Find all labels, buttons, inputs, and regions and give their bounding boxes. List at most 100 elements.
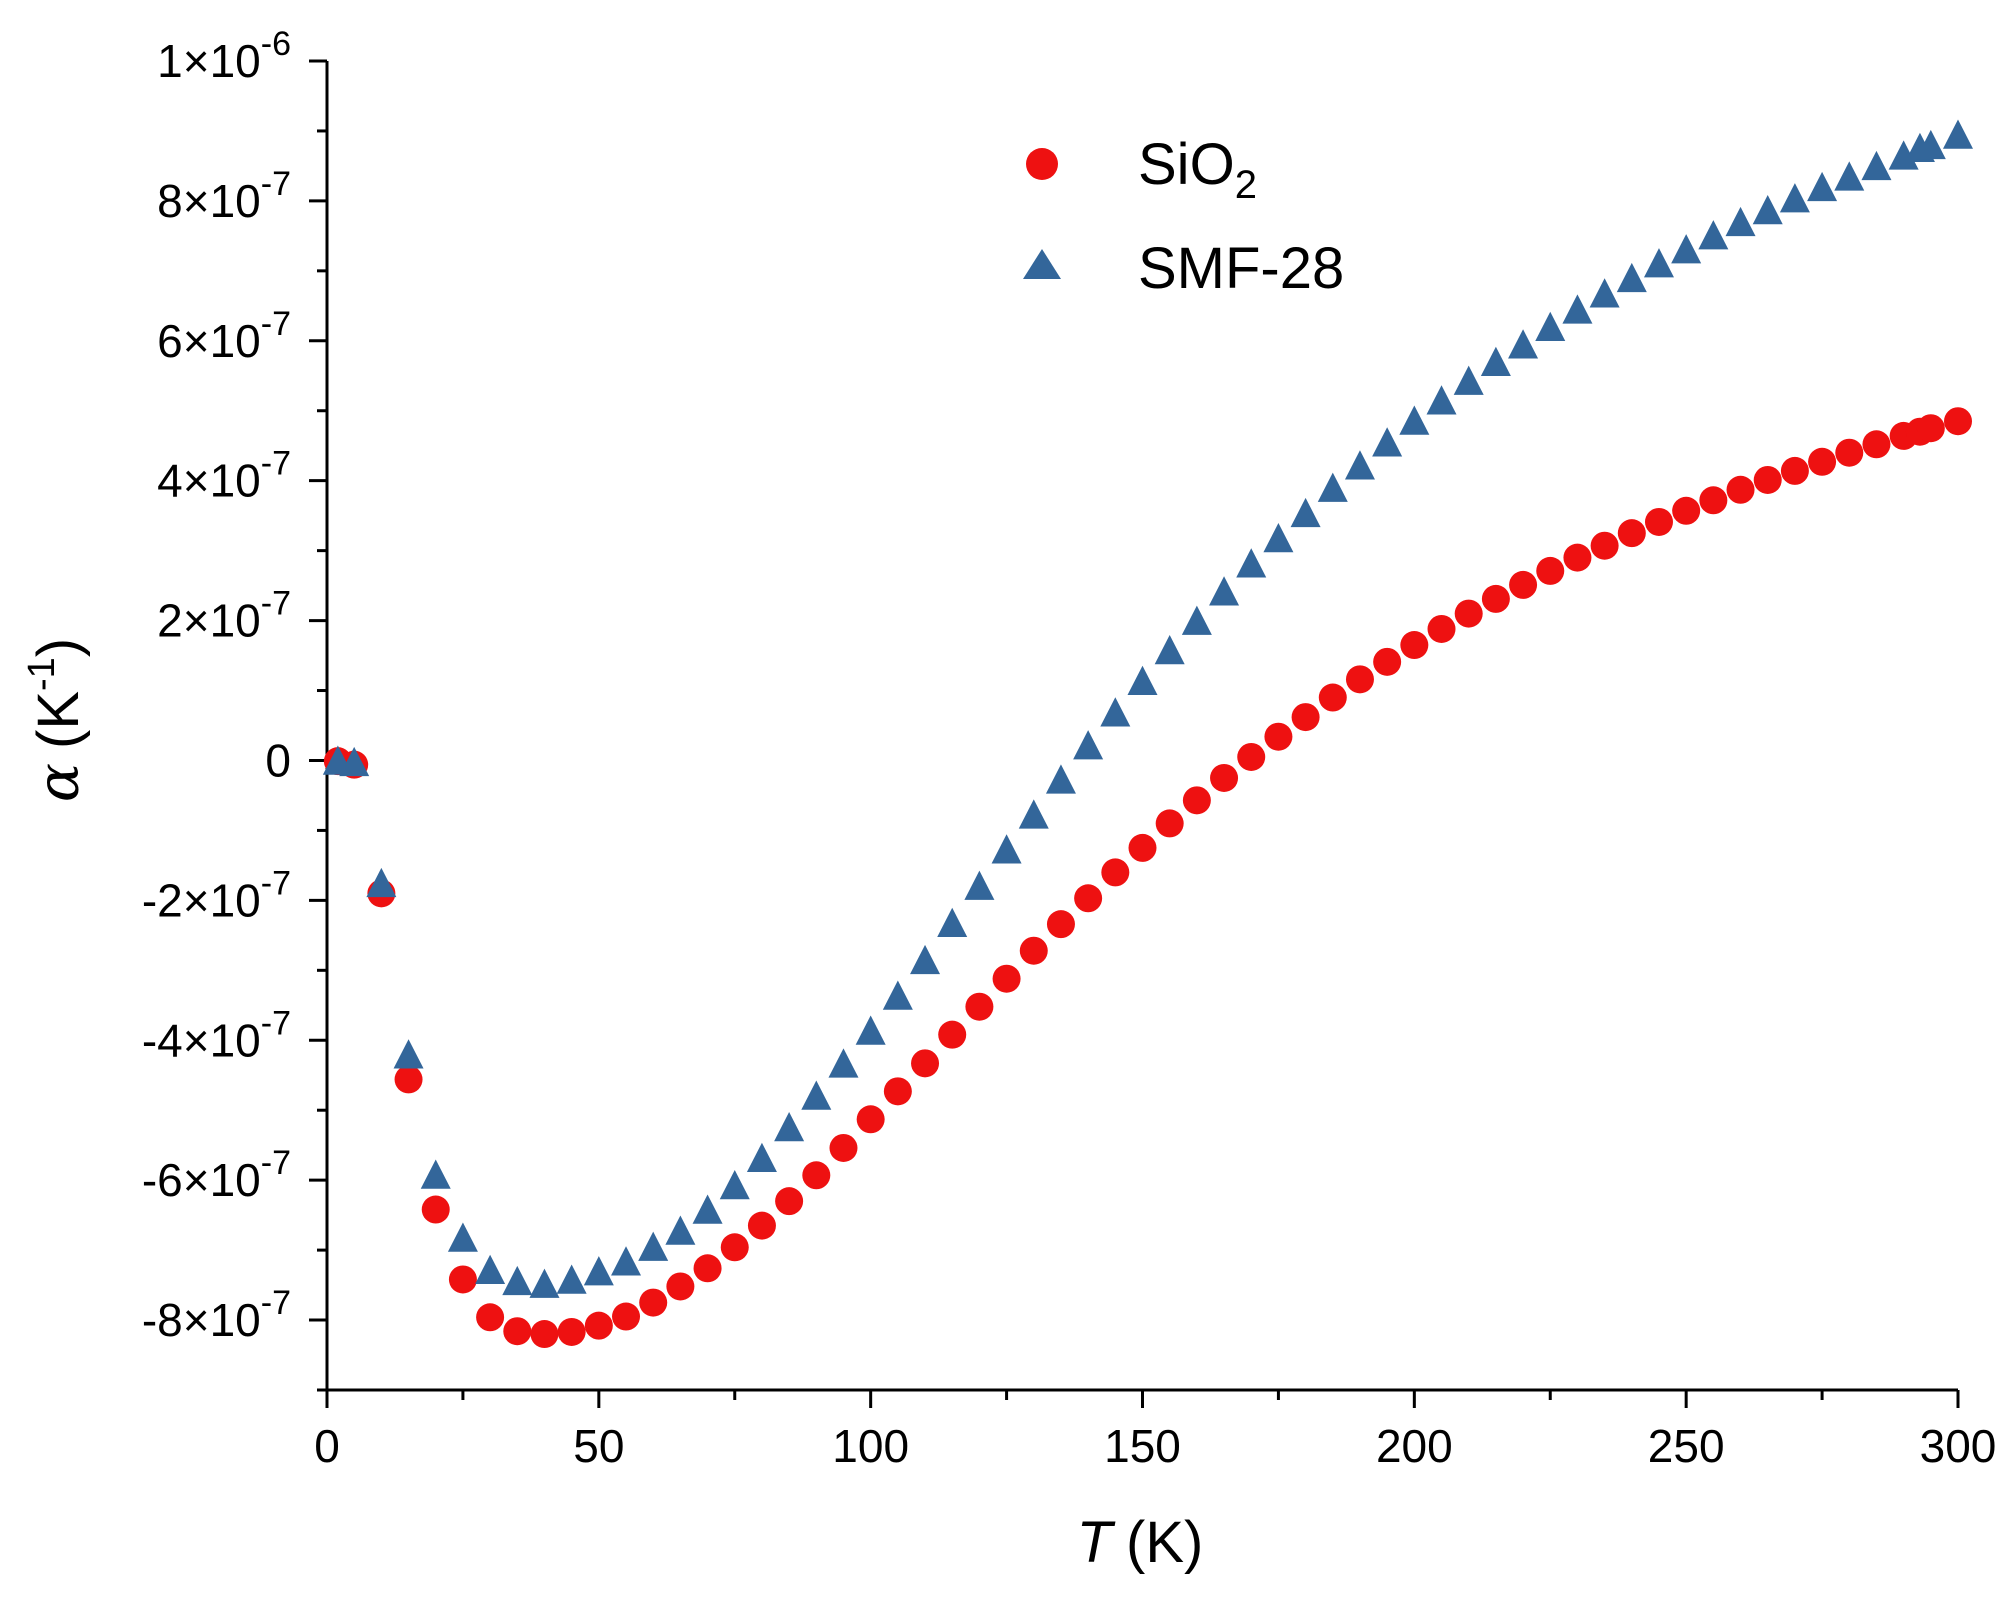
- data-point-circle: [1182, 786, 1211, 815]
- y-tick-label-exponent: -7: [261, 445, 291, 483]
- data-point-triangle: [1372, 427, 1403, 457]
- data-point-circle: [1345, 665, 1374, 694]
- data-point-circle: [1726, 475, 1755, 504]
- data-point-triangle: [882, 980, 913, 1010]
- data-point-triangle: [1263, 523, 1294, 553]
- data-point-circle: [1780, 456, 1809, 485]
- data-point-triangle: [393, 1039, 424, 1069]
- data-point-triangle: [1344, 450, 1375, 480]
- data-point-triangle: [1100, 697, 1131, 727]
- data-point-circle: [612, 1302, 641, 1331]
- data-point-triangle: [638, 1231, 669, 1261]
- y-tick-label: 2×10-7: [157, 585, 291, 647]
- data-point-triangle: [1045, 764, 1076, 794]
- series-smf28: [322, 119, 1973, 1298]
- data-point-triangle: [692, 1194, 723, 1224]
- data-point-circle: [394, 1065, 423, 1094]
- data-point-circle: [1046, 910, 1075, 939]
- data-point-triangle: [1480, 346, 1511, 377]
- x-tick-label: 0: [314, 1420, 340, 1472]
- data-point-triangle: [1535, 311, 1566, 342]
- data-point-circle: [883, 1077, 912, 1106]
- data-point-circle: [1672, 496, 1701, 525]
- data-point-circle: [938, 1020, 967, 1049]
- data-point-circle: [965, 992, 994, 1021]
- legend-label-sio2-sub: 2: [1235, 163, 1257, 207]
- data-point-circle: [1563, 543, 1592, 572]
- legend-item-sio2: SiO2: [1026, 132, 1257, 207]
- data-point-circle: [1019, 936, 1048, 965]
- data-point-triangle: [1698, 220, 1729, 250]
- data-point-circle: [639, 1288, 668, 1317]
- data-point-circle: [1427, 614, 1456, 643]
- data-point-triangle: [1317, 472, 1348, 502]
- x-axis-unit: (K): [1126, 1510, 1203, 1575]
- data-point-triangle: [855, 1015, 886, 1045]
- data-point-circle: [557, 1317, 586, 1346]
- y-tick-label-exponent: -7: [261, 305, 291, 343]
- x-tick-label: 50: [573, 1420, 624, 1472]
- y-axis-unit-sup: -1: [21, 657, 63, 691]
- y-tick-label: 6×10-7: [157, 305, 291, 367]
- legend-marker-triangle: [1023, 249, 1061, 279]
- data-point-circle: [1237, 742, 1266, 771]
- y-tick-label-exponent: -7: [261, 1284, 291, 1322]
- data-point-circle: [775, 1187, 804, 1216]
- data-point-triangle: [1752, 194, 1783, 225]
- data-point-circle: [1944, 407, 1972, 436]
- data-point-circle: [1916, 414, 1945, 443]
- data-point-circle: [1699, 486, 1728, 515]
- y-ticks: 1×10-68×10-76×10-74×10-72×10-70-2×10-7-4…: [142, 25, 327, 1392]
- y-tick-label-exponent: -7: [261, 864, 291, 902]
- data-point-circle: [1101, 858, 1130, 887]
- data-point-circle: [476, 1303, 505, 1332]
- data-point-circle: [530, 1320, 559, 1349]
- y-tick-label-mantissa: 6×10: [157, 315, 261, 367]
- legend-item-smf28: SMF-28: [1023, 236, 1344, 301]
- y-tick-label-exponent: -6: [261, 25, 291, 63]
- y-tick-label: 4×10-7: [157, 445, 291, 507]
- data-point-circle: [720, 1233, 749, 1262]
- data-point-triangle: [1807, 171, 1838, 202]
- data-point-circle: [584, 1311, 613, 1340]
- data-point-triangle: [719, 1170, 750, 1200]
- data-point-circle: [1400, 631, 1429, 660]
- y-tick-label-exponent: -7: [261, 165, 291, 203]
- data-point-triangle: [556, 1264, 587, 1294]
- legend-label-sio2-main: SiO: [1138, 132, 1235, 197]
- data-point-circle: [1808, 447, 1837, 476]
- data-point-circle: [666, 1272, 695, 1301]
- y-axis-title: α (K-1): [21, 638, 92, 802]
- data-point-triangle: [801, 1080, 832, 1110]
- data-point-circle: [1074, 884, 1103, 913]
- data-point-circle: [421, 1195, 450, 1224]
- data-point-triangle: [1915, 129, 1946, 160]
- y-tick-label-exponent: -7: [261, 585, 291, 623]
- data-point-circle: [1264, 722, 1293, 751]
- data-point-circle: [1454, 599, 1483, 628]
- data-point-circle: [1291, 703, 1320, 732]
- data-point-circle: [1481, 584, 1510, 613]
- data-point-circle: [693, 1254, 722, 1283]
- y-axis-symbol: α: [24, 763, 92, 802]
- data-point-circle: [1617, 519, 1646, 548]
- data-point-triangle: [502, 1265, 533, 1296]
- data-point-triangle: [1209, 576, 1240, 606]
- y-tick-label-mantissa: -2×10: [142, 874, 261, 926]
- data-point-circle: [1590, 531, 1619, 560]
- data-point-triangle: [665, 1215, 696, 1245]
- data-point-triangle: [475, 1254, 506, 1284]
- y-tick-label-mantissa: 4×10: [157, 455, 261, 507]
- data-point-triangle: [1399, 405, 1430, 435]
- data-point-circle: [829, 1133, 858, 1162]
- data-point-triangle: [1643, 248, 1674, 278]
- data-point-triangle: [583, 1256, 614, 1286]
- x-ticks: 0 50 100 150 200 250 300: [314, 1390, 1996, 1472]
- y-tick-label: -6×10-7: [142, 1144, 291, 1206]
- data-point-circle: [1536, 556, 1565, 585]
- x-tick-label: 100: [832, 1420, 909, 1472]
- data-point-triangle: [447, 1222, 478, 1252]
- y-tick-label-exponent: -7: [261, 1004, 291, 1042]
- x-tick-label: 250: [1648, 1420, 1725, 1472]
